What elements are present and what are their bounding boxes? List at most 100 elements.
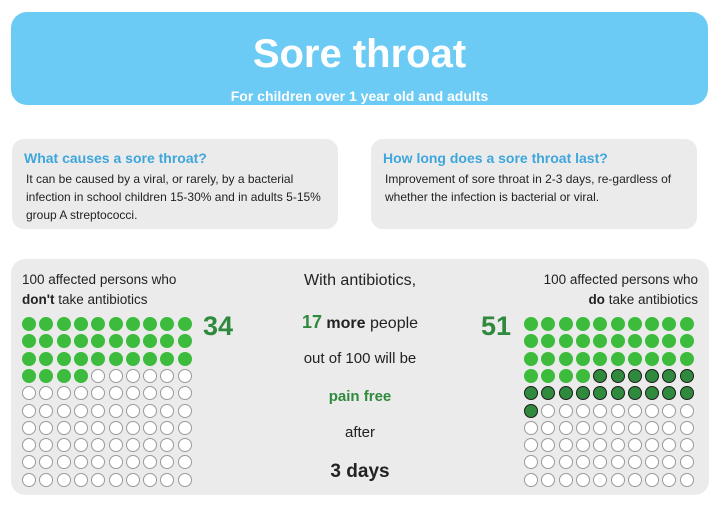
- title-banner: Sore throat For children over 1 year old…: [11, 12, 708, 105]
- person-dot-extra-pain-free: [679, 368, 694, 383]
- person-dot-not-pain-free: [558, 420, 573, 435]
- person-dot-pain-free: [125, 317, 140, 331]
- person-dot-not-pain-free: [645, 438, 660, 453]
- person-dot-not-pain-free: [558, 403, 573, 418]
- person-dot-pain-free: [177, 317, 192, 331]
- person-dot-not-pain-free: [177, 472, 192, 487]
- person-dot-extra-pain-free: [645, 368, 660, 383]
- person-dot-not-pain-free: [662, 420, 677, 435]
- person-dot-not-pain-free: [593, 438, 608, 453]
- person-dot-pain-free: [524, 317, 538, 331]
- person-dot-not-pain-free: [160, 368, 175, 383]
- person-dot-not-pain-free: [177, 368, 192, 383]
- center-more: more: [326, 315, 366, 332]
- person-dot-not-pain-free: [91, 455, 106, 470]
- person-dot-pain-free: [575, 368, 590, 383]
- person-dot-not-pain-free: [56, 438, 71, 453]
- person-dot-pain-free: [541, 334, 556, 349]
- center-line2: 17 more people: [271, 312, 449, 333]
- person-dot-pain-free: [662, 317, 677, 331]
- person-dot-pain-free: [610, 334, 625, 349]
- person-dot-not-pain-free: [73, 386, 88, 401]
- person-dot-pain-free: [610, 351, 625, 366]
- person-dot-not-pain-free: [679, 403, 694, 418]
- person-dot-pain-free: [177, 351, 192, 366]
- person-dot-not-pain-free: [610, 420, 625, 435]
- person-dot-not-pain-free: [56, 403, 71, 418]
- person-dot-not-pain-free: [645, 420, 660, 435]
- person-dot-not-pain-free: [73, 455, 88, 470]
- person-dot-not-pain-free: [662, 455, 677, 470]
- duration-card: How long does a sore throat last? Improv…: [371, 139, 697, 229]
- person-dot-not-pain-free: [91, 420, 106, 435]
- person-dot-extra-pain-free: [610, 386, 625, 401]
- person-dot-pain-free: [160, 317, 175, 331]
- person-dot-not-pain-free: [160, 472, 175, 487]
- person-dot-not-pain-free: [177, 386, 192, 401]
- person-dot-not-pain-free: [22, 403, 36, 418]
- person-dot-not-pain-free: [627, 420, 642, 435]
- person-dot-extra-pain-free: [524, 386, 538, 401]
- person-dot-pain-free: [575, 334, 590, 349]
- person-dot-pain-free: [524, 368, 538, 383]
- person-dot-pain-free: [575, 351, 590, 366]
- person-dot-not-pain-free: [22, 472, 36, 487]
- person-dot-not-pain-free: [56, 420, 71, 435]
- center-line5: after: [344, 424, 375, 441]
- person-dot-not-pain-free: [56, 386, 71, 401]
- person-dot-not-pain-free: [593, 455, 608, 470]
- without-antibiotics-label: 100 affected persons who don't take anti…: [22, 270, 176, 310]
- person-dot-not-pain-free: [177, 403, 192, 418]
- person-dot-extra-pain-free: [558, 386, 573, 401]
- person-dot-pain-free: [143, 317, 158, 331]
- person-dot-pain-free: [56, 368, 71, 383]
- person-dot-not-pain-free: [73, 420, 88, 435]
- person-dot-not-pain-free: [91, 386, 106, 401]
- person-dot-pain-free: [593, 351, 608, 366]
- person-dot-not-pain-free: [558, 455, 573, 470]
- person-dot-not-pain-free: [39, 438, 54, 453]
- person-dot-pain-free: [679, 317, 694, 331]
- person-dot-not-pain-free: [645, 403, 660, 418]
- person-dot-not-pain-free: [56, 455, 71, 470]
- person-dot-not-pain-free: [177, 438, 192, 453]
- person-dot-not-pain-free: [160, 455, 175, 470]
- person-dot-pain-free: [593, 334, 608, 349]
- person-dot-pain-free: [108, 334, 123, 349]
- person-dot-pain-free: [679, 351, 694, 366]
- person-dot-extra-pain-free: [610, 368, 625, 383]
- without-antibiotics-dot-grid: [22, 317, 198, 487]
- person-dot-not-pain-free: [679, 438, 694, 453]
- person-dot-not-pain-free: [558, 472, 573, 487]
- person-dot-pain-free: [22, 334, 36, 349]
- center-line4: pain free: [328, 388, 392, 405]
- person-dot-extra-pain-free: [541, 386, 556, 401]
- person-dot-pain-free: [645, 351, 660, 366]
- person-dot-not-pain-free: [91, 472, 106, 487]
- person-dot-pain-free: [125, 334, 140, 349]
- person-dot-extra-pain-free: [662, 368, 677, 383]
- person-dot-not-pain-free: [593, 472, 608, 487]
- person-dot-pain-free: [662, 351, 677, 366]
- person-dot-not-pain-free: [662, 403, 677, 418]
- person-dot-not-pain-free: [575, 455, 590, 470]
- person-dot-pain-free: [662, 334, 677, 349]
- person-dot-pain-free: [627, 334, 642, 349]
- person-dot-pain-free: [177, 334, 192, 349]
- with-label-rest: take antibiotics: [604, 292, 698, 307]
- person-dot-not-pain-free: [73, 472, 88, 487]
- person-dot-pain-free: [56, 317, 71, 331]
- person-dot-pain-free: [627, 351, 642, 366]
- person-dot-pain-free: [108, 317, 123, 331]
- with-count: 51: [481, 311, 512, 341]
- person-dot-not-pain-free: [645, 455, 660, 470]
- person-dot-pain-free: [524, 334, 538, 349]
- person-dot-pain-free: [541, 368, 556, 383]
- person-dot-pain-free: [73, 317, 88, 331]
- person-dot-not-pain-free: [125, 438, 140, 453]
- person-dot-not-pain-free: [22, 455, 36, 470]
- person-dot-not-pain-free: [108, 420, 123, 435]
- person-dot-pain-free: [610, 317, 625, 331]
- person-dot-not-pain-free: [73, 403, 88, 418]
- person-dot-not-pain-free: [143, 420, 158, 435]
